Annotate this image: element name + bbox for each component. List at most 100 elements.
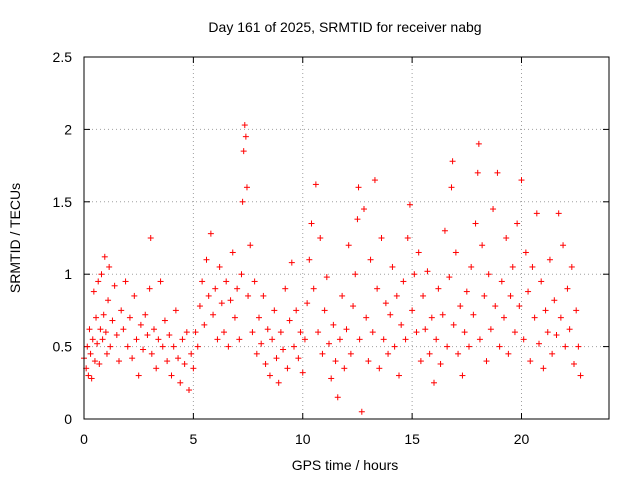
data-point [148, 350, 155, 357]
data-point [564, 285, 571, 292]
data-point [239, 198, 246, 205]
data-point [483, 358, 490, 365]
data-point [88, 375, 95, 382]
data-point [98, 271, 105, 278]
data-point [363, 314, 370, 321]
data-point [485, 271, 492, 278]
data-point [84, 343, 91, 350]
data-point [147, 235, 154, 241]
data-point [492, 303, 499, 310]
data-point [557, 314, 564, 321]
data-point [551, 297, 558, 304]
data-point [544, 329, 551, 336]
data-point [496, 343, 503, 350]
grid [84, 57, 609, 419]
data-point [87, 350, 94, 357]
data-point [245, 292, 252, 299]
data-point [490, 206, 497, 213]
data-point [142, 311, 149, 318]
data-point [431, 379, 437, 386]
data-point [249, 329, 256, 336]
data-point [428, 314, 435, 321]
data-point [439, 311, 446, 318]
data-point [422, 326, 429, 333]
data-point [146, 285, 153, 292]
data-point [522, 249, 529, 256]
data-point [549, 350, 556, 357]
data-point [275, 379, 282, 386]
data-point [260, 292, 267, 299]
data-point [126, 314, 133, 321]
y-axis-label: SRMTID / TECUs [7, 183, 23, 293]
data-point [266, 372, 273, 379]
data-point [214, 336, 221, 343]
data-point [179, 336, 186, 343]
data-point [116, 358, 122, 365]
data-point [326, 340, 332, 347]
data-point [343, 326, 350, 333]
data-point [85, 372, 92, 379]
data-point [339, 292, 346, 299]
plot-frame [83, 56, 610, 420]
data-point [546, 256, 553, 263]
data-point [190, 365, 197, 372]
data-point [103, 350, 110, 357]
data-point [459, 372, 466, 379]
data-point [277, 329, 284, 336]
data-point [312, 181, 319, 188]
data-point [153, 365, 160, 372]
data-point [284, 365, 291, 372]
y-tick-label: 2.5 [53, 49, 73, 65]
data-point [192, 329, 199, 336]
data-point [216, 263, 223, 270]
data-point [240, 148, 247, 155]
data-point [527, 358, 534, 365]
data-point [231, 314, 238, 321]
data-point [520, 336, 527, 343]
data-point [243, 184, 250, 191]
data-point [376, 365, 383, 372]
data-point [111, 282, 118, 289]
data-point [461, 329, 468, 336]
data-point [256, 314, 262, 321]
data-point [269, 336, 276, 343]
data-point [501, 314, 507, 321]
data-point [531, 314, 538, 321]
data-point [286, 317, 293, 324]
data-point [258, 340, 265, 347]
data-point [317, 235, 324, 241]
data-point [444, 343, 451, 350]
data-point [194, 343, 201, 350]
y-tick-label: 2 [64, 121, 72, 137]
data-point [433, 336, 440, 343]
data-point [159, 343, 166, 350]
data-point [355, 184, 362, 191]
data-point [336, 336, 343, 343]
data-point [86, 326, 93, 333]
data-point [315, 329, 322, 336]
data-point [396, 372, 402, 379]
data-point [367, 256, 374, 263]
data-point [188, 350, 195, 357]
data-point [133, 336, 140, 343]
data-point [297, 329, 304, 336]
data-point [96, 360, 103, 367]
data-point [91, 358, 98, 365]
data-point [183, 329, 190, 336]
data-point [97, 326, 104, 333]
data-point [345, 242, 352, 249]
data-point [472, 220, 479, 227]
data-point [568, 263, 575, 270]
data-point [308, 220, 315, 227]
data-point [101, 253, 108, 260]
data-point [452, 249, 459, 256]
data-point [330, 321, 337, 328]
data-point [466, 343, 472, 350]
data-point [94, 340, 101, 347]
x-tick-label: 15 [404, 431, 420, 447]
data-point [449, 158, 456, 165]
data-point [201, 321, 208, 328]
x-tick-label: 20 [514, 431, 530, 447]
data-point [487, 326, 494, 333]
data-point [221, 329, 227, 336]
